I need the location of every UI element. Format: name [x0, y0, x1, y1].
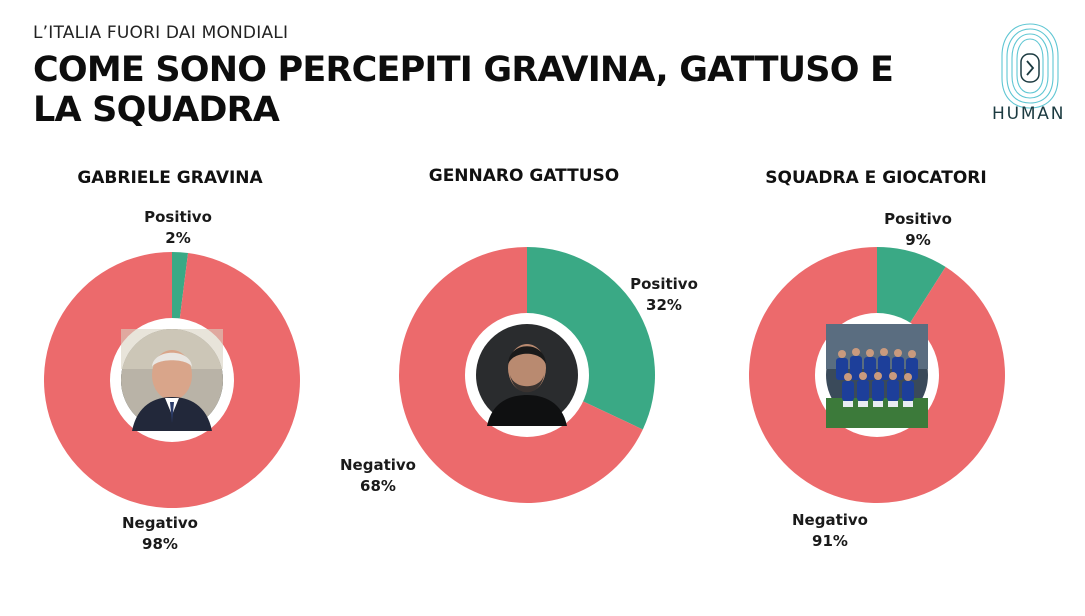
logo-text: HUMAN: [992, 104, 1066, 124]
slice-name-negativo: Negativo: [122, 514, 198, 532]
chart-title-gattuso: GENNARO GATTUSO: [428, 166, 620, 186]
donut-chart-squadra: [748, 247, 1005, 503]
donut-chart-gattuso: [399, 247, 656, 503]
human-logo-icon: [1001, 23, 1059, 109]
label-positivo-squadra: Positivo 9%: [858, 209, 978, 251]
kicker: L’ITALIA FUORI DAI MONDIALI: [33, 23, 289, 43]
donut-chart-gravina: [43, 251, 300, 508]
slice-value-negativo: 98%: [142, 535, 178, 553]
chart-title-squadra: SQUADRA E GIOCATORI: [765, 168, 987, 188]
label-negativo-gravina: Negativo 98%: [100, 513, 220, 555]
photo-of-gennaro-gattuso: [476, 324, 578, 426]
slice-name-negativo: Negativo: [340, 456, 416, 474]
photo-of-italy-team: [826, 324, 928, 428]
slice-value-negativo: 68%: [360, 477, 396, 495]
slice-value-positivo: 32%: [646, 296, 682, 314]
page-title: COME SONO PERCEPITI GRAVINA, GATTUSO E L…: [33, 50, 894, 130]
slice-name-negativo: Negativo: [792, 511, 868, 529]
photo-of-gabriele-gravina: [121, 329, 223, 431]
chart-title-gravina: GABRIELE GRAVINA: [77, 168, 263, 188]
slice-value-negativo: 91%: [812, 532, 848, 550]
slice-value-positivo: 9%: [905, 231, 931, 249]
label-negativo-gattuso: Negativo 68%: [318, 455, 438, 497]
slice-name-positivo: Positivo: [884, 210, 952, 228]
label-positivo-gattuso: Positivo 32%: [604, 274, 724, 316]
slice-name-positivo: Positivo: [630, 275, 698, 293]
slice-name-positivo: Positivo: [144, 208, 212, 226]
label-positivo-gravina: Positivo 2%: [118, 207, 238, 249]
slice-value-positivo: 2%: [165, 229, 191, 247]
label-negativo-squadra: Negativo 91%: [770, 510, 890, 552]
